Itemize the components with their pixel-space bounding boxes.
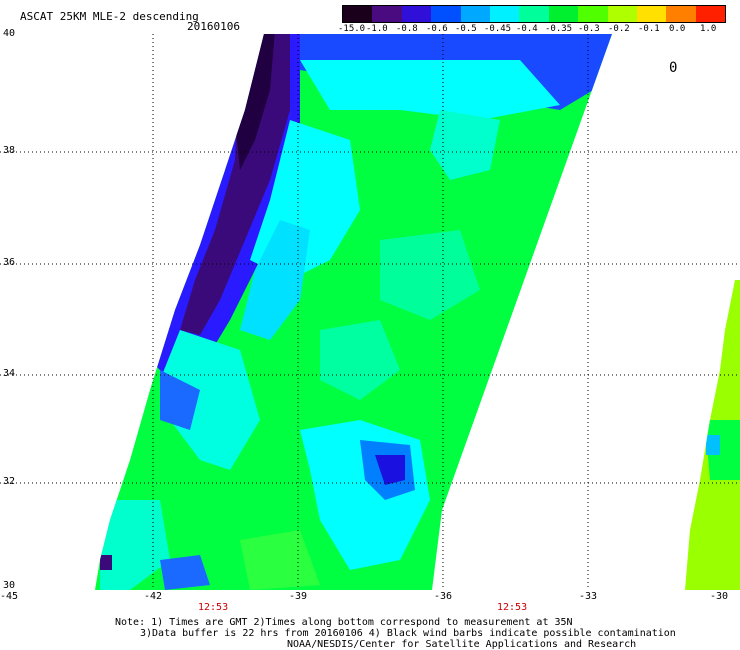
swath-region <box>160 370 200 430</box>
colorbar-label: -0.4 <box>516 24 538 34</box>
colorbar-label: -0.8 <box>396 24 418 34</box>
swath-right <box>685 280 740 590</box>
colorbar-labels: -15.0 -1.0 -0.8 -0.6 -0.5 -0.45 -0.4 -0.… <box>338 24 738 36</box>
colorbar-label: -1.0 <box>366 24 388 34</box>
colorbar-label: -0.3 <box>578 24 600 34</box>
colorbar-swatch <box>607 6 637 22</box>
swath-region <box>160 330 260 470</box>
swath-region <box>375 455 405 485</box>
colorbar-swatch <box>695 6 726 22</box>
colorbar-label: -0.45 <box>484 24 512 34</box>
colorbar-label: 1.0 <box>700 24 717 34</box>
footer-note-line1: Note: 1) Times are GMT 2)Times along bot… <box>115 617 573 628</box>
x-tick-label: -42 <box>144 591 163 602</box>
colorbar-swatch <box>666 6 696 22</box>
colorbar-label: -0.2 <box>608 24 630 34</box>
colorbar-label: -0.1 <box>638 24 660 34</box>
colorbar-swatch <box>548 6 579 22</box>
colorbar-label: -0.6 <box>426 24 448 34</box>
footer-note-line2: 3)Data buffer is 22 hrs from 20160106 4)… <box>140 628 676 639</box>
x-tick-label: -30 <box>710 591 729 602</box>
colorbar-swatch <box>636 6 667 22</box>
swath-region <box>380 230 480 320</box>
swath-region <box>300 60 560 120</box>
colorbar-label: -0.5 <box>455 24 477 34</box>
colorbar-swatch <box>519 6 549 22</box>
y-tick-label: 34 <box>3 368 16 379</box>
colorbar-label: 0.0 <box>669 24 686 34</box>
swath-main <box>95 34 612 590</box>
colorbar-swatch <box>372 6 402 22</box>
colorbar-swatch <box>489 6 520 22</box>
colorbar-swatch <box>431 6 461 22</box>
contamination-marker-icon: 0 <box>669 60 678 76</box>
swath-region <box>240 220 310 340</box>
colorbar <box>342 5 726 23</box>
swath-region <box>240 530 320 590</box>
colorbar-swatch <box>401 6 432 22</box>
y-tick-label: 32 <box>3 476 16 487</box>
swath-region <box>100 555 112 570</box>
x-tick-label: -33 <box>579 591 598 602</box>
colorbar-label: -0.35 <box>545 24 573 34</box>
swath-region <box>160 555 210 590</box>
y-tick-label: 30 <box>3 580 16 591</box>
footer-credit: NOAA/NESDIS/Center for Satellite Applica… <box>287 639 637 650</box>
colorbar-label: -15.0 <box>338 24 366 34</box>
colorbar-swatch <box>460 6 490 22</box>
swath-region <box>706 435 720 455</box>
y-tick-label: 36 <box>3 257 16 268</box>
time-label: 12:53 <box>497 602 528 613</box>
y-tick-label: 40 <box>3 28 16 39</box>
map-date: 20160106 <box>187 20 240 33</box>
map-title: ASCAT 25KM MLE-2 descending <box>20 10 199 23</box>
x-tick-label: -45 <box>0 591 19 602</box>
colorbar-swatch <box>343 6 373 22</box>
swath-region <box>320 320 400 400</box>
grid <box>0 34 740 590</box>
y-tick-label: 38 <box>3 145 16 156</box>
swath-region <box>430 110 500 180</box>
x-tick-label: -39 <box>289 591 308 602</box>
colorbar-swatch <box>578 6 608 22</box>
time-label: 12:53 <box>198 602 229 613</box>
x-tick-label: -36 <box>434 591 453 602</box>
